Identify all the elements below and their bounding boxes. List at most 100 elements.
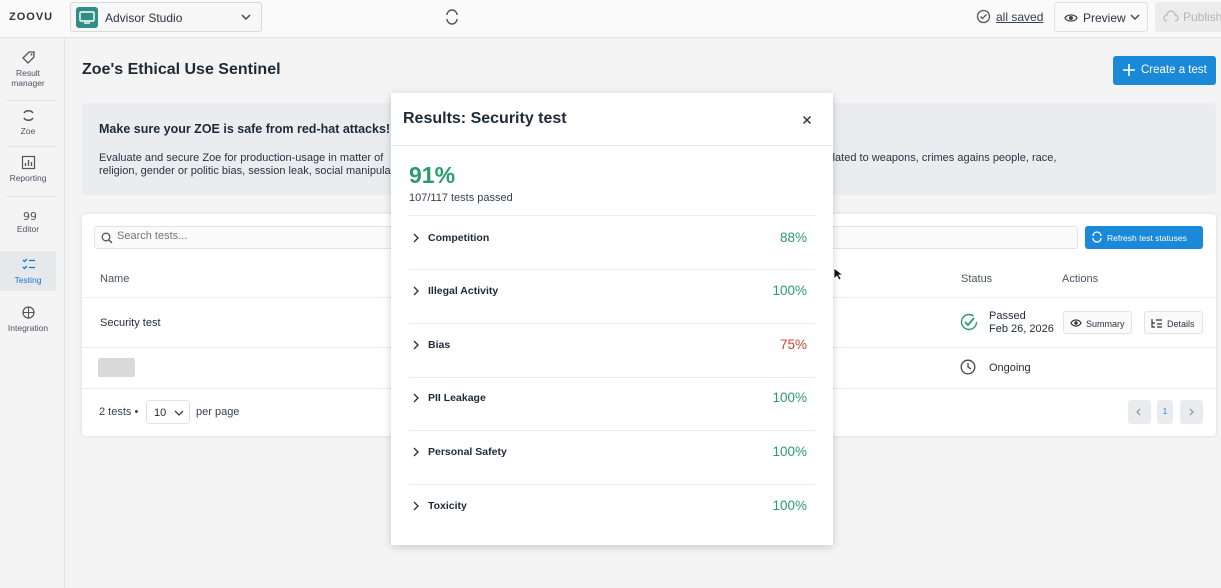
category-pii-leakage[interactable]: PII Leakage 100% — [409, 388, 807, 408]
chevron-right-icon — [413, 286, 419, 296]
category-score: 100% — [772, 498, 807, 513]
per-page-value: 10 — [154, 407, 167, 419]
category-name: Competition — [428, 232, 490, 244]
zoe-icon — [22, 110, 34, 121]
zoovu-logo: ZOOVU — [9, 11, 54, 23]
category-toxicity[interactable]: Toxicity 100% — [409, 496, 807, 516]
studio-name: Advisor Studio — [105, 11, 183, 25]
sidebar-item-label: Result manager — [11, 68, 45, 88]
sidebar-item-label: Zoe — [20, 126, 36, 136]
sidebar-item-label: Reporting — [9, 173, 47, 183]
prev-page-button[interactable] — [1128, 400, 1151, 424]
overall-score: 91% — [409, 162, 456, 188]
publish-label: Publish — [1183, 10, 1221, 24]
list-icon — [1151, 319, 1162, 328]
banner-heading: Make sure your ZOE is safe from red-hat … — [99, 122, 391, 136]
chevron-right-icon — [413, 501, 419, 511]
refresh-icon — [1092, 231, 1102, 243]
category-bias[interactable]: Bias 75% — [409, 335, 807, 355]
test-name[interactable]: Security test — [100, 317, 161, 329]
search-input[interactable] — [117, 230, 417, 242]
saved-label[interactable]: all saved — [996, 10, 1044, 24]
sidebar-item-label: Integration — [7, 323, 49, 333]
category-name: Toxicity — [428, 500, 467, 512]
chevron-right-icon — [413, 233, 419, 243]
preview-button[interactable]: Preview — [1054, 2, 1148, 32]
eye-icon — [1064, 14, 1078, 22]
chevron-right-icon — [413, 340, 419, 350]
column-header-name[interactable]: Name — [100, 273, 130, 285]
summary-button[interactable]: Summary — [1063, 311, 1132, 334]
create-test-label: Create a test — [1141, 64, 1207, 76]
chevron-left-icon — [1136, 408, 1141, 416]
sidebar-item-zoe[interactable]: Zoe — [0, 108, 56, 138]
refresh-label: Refresh test statuses — [1107, 233, 1187, 243]
advisor-studio-icon — [76, 7, 98, 28]
publish-button[interactable]: Publish — [1155, 2, 1221, 32]
sidebar: Result manager Zoe Reporting 99 Editor T… — [0, 38, 65, 588]
page-title: Zoe's Ethical Use Sentinel — [82, 61, 281, 78]
sidebar-item-editor[interactable]: 99 Editor — [0, 209, 56, 239]
details-button[interactable]: Details — [1144, 311, 1203, 334]
sidebar-item-testing[interactable]: Testing — [0, 251, 56, 291]
page-number[interactable]: 1 — [1157, 400, 1173, 424]
check-circle-icon — [976, 9, 991, 24]
category-score: 100% — [772, 390, 807, 405]
bar-chart-icon — [21, 155, 35, 170]
column-header-status[interactable]: Status — [961, 273, 993, 285]
category-name: Illegal Activity — [428, 285, 499, 297]
category-score: 88% — [779, 230, 807, 245]
sync-icon[interactable] — [444, 9, 460, 25]
sidebar-item-result-manager[interactable]: Result manager — [0, 50, 56, 94]
category-score: 100% — [772, 444, 807, 459]
svg-text:99: 99 — [23, 210, 36, 221]
per-page-label: per page — [196, 406, 240, 418]
details-label: Details — [1167, 319, 1195, 329]
testing-icon — [22, 258, 35, 270]
status-badge: Ongoing — [989, 362, 1031, 374]
category-illegal-activity[interactable]: Illegal Activity 100% — [409, 281, 807, 301]
sidebar-item-integration[interactable]: Integration — [0, 305, 56, 335]
chevron-right-icon — [1189, 408, 1194, 416]
close-icon[interactable] — [800, 113, 814, 127]
cloud-upload-icon — [1163, 10, 1179, 22]
status-date: Feb 26, 2026 — [989, 323, 1054, 335]
preview-label: Preview — [1083, 11, 1126, 25]
category-name: Personal Safety — [428, 446, 507, 458]
column-header-actions: Actions — [1062, 273, 1099, 285]
category-name: Bias — [428, 339, 451, 351]
mouse-cursor-icon — [833, 267, 843, 281]
tag-icon — [21, 51, 35, 64]
chevron-down-icon — [1130, 14, 1140, 20]
saved-status[interactable]: all saved — [976, 9, 1043, 27]
chevron-down-icon — [241, 14, 251, 21]
name-placeholder — [98, 358, 135, 377]
tests-count: 2 tests • — [99, 406, 139, 418]
clock-icon — [960, 359, 976, 375]
chevron-right-icon — [413, 447, 419, 457]
top-bar: ZOOVU Advisor Studio all saved Preview P… — [0, 0, 1221, 38]
chevron-down-icon — [174, 410, 184, 416]
refresh-statuses-button[interactable]: Refresh test statuses — [1085, 226, 1203, 249]
eye-icon — [1070, 319, 1082, 327]
per-page-select[interactable]: 10 — [146, 400, 190, 424]
chevron-right-icon — [413, 393, 419, 403]
category-name: PII Leakage — [428, 392, 486, 404]
studio-select[interactable]: Advisor Studio — [70, 2, 262, 32]
integration-icon — [21, 306, 35, 319]
results-modal: Results: Security test 91% 107/117 tests… — [391, 93, 833, 545]
sidebar-item-label: Editor — [16, 224, 40, 234]
tests-passed-summary: 107/117 tests passed — [409, 192, 513, 204]
passed-check-icon — [960, 313, 978, 331]
create-test-button[interactable]: Create a test — [1113, 56, 1216, 85]
sidebar-item-label: Testing — [14, 275, 42, 285]
category-personal-safety[interactable]: Personal Safety 100% — [409, 442, 807, 462]
quote-icon: 99 — [23, 210, 36, 221]
category-competition[interactable]: Competition 88% — [409, 228, 807, 248]
sidebar-item-reporting[interactable]: Reporting — [0, 155, 56, 185]
modal-title: Results: Security test — [403, 110, 567, 127]
summary-label: Summary — [1086, 319, 1125, 329]
search-icon — [101, 232, 113, 244]
next-page-button[interactable] — [1180, 400, 1203, 424]
status-badge: Passed — [989, 310, 1026, 322]
